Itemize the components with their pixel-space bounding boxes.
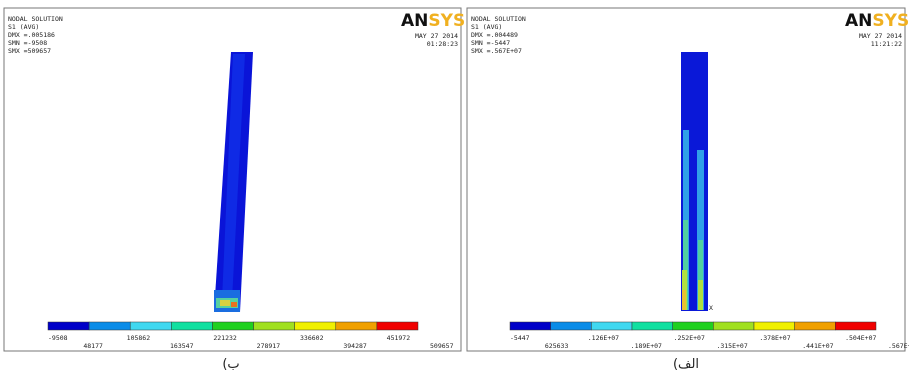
axis-marker: X xyxy=(709,304,713,312)
legend-label: 451972 xyxy=(387,334,411,342)
legend-label: 48177 xyxy=(83,342,103,350)
legend-swatch xyxy=(713,322,754,330)
header-line: SMX =509657 xyxy=(8,47,51,55)
header-line: S1 (AVG) xyxy=(471,23,502,31)
legend-swatch xyxy=(754,322,795,330)
legend-label: 336602 xyxy=(300,334,324,342)
legend-swatch xyxy=(632,322,673,330)
legend-swatch xyxy=(510,322,551,330)
date: MAY 27 2014 xyxy=(859,32,902,40)
header-line: S1 (AVG) xyxy=(8,23,39,31)
legend-label: .441E+07 xyxy=(802,342,833,350)
legend-label: .189E+07 xyxy=(631,342,662,350)
header-line: DMX =.004489 xyxy=(471,31,518,39)
figure: X ANSYSNODAL SOLUTIONS1 (AVG)DMX =.00518… xyxy=(0,0,909,376)
header-line: SMN =-5447 xyxy=(471,39,510,47)
legend-swatch xyxy=(48,322,89,330)
legend-swatch xyxy=(212,322,253,330)
legend-label: -9508 xyxy=(48,334,68,342)
legend-label: .315E+07 xyxy=(716,342,747,350)
legend-label: -5447 xyxy=(510,334,530,342)
legend-swatch xyxy=(795,322,836,330)
legend-label: 394287 xyxy=(343,342,367,350)
legend-swatch xyxy=(835,322,876,330)
legend-label: .252E+07 xyxy=(674,334,705,342)
legend-label: .126E+07 xyxy=(588,334,619,342)
legend-swatch xyxy=(336,322,377,330)
legend-swatch xyxy=(130,322,171,330)
legend-swatch xyxy=(254,322,295,330)
legend-swatch xyxy=(551,322,592,330)
date: MAY 27 2014 xyxy=(415,32,458,40)
logo: ANSYS xyxy=(845,11,909,31)
header-line: NODAL SOLUTION xyxy=(471,15,526,23)
caption: الف) xyxy=(673,357,699,372)
header-line: NODAL SOLUTION xyxy=(8,15,63,23)
legend-label: 509657 xyxy=(430,342,454,350)
legend-swatch xyxy=(591,322,632,330)
caption: ب) xyxy=(222,357,239,372)
legend-label: .378E+07 xyxy=(759,334,790,342)
legend-swatch xyxy=(377,322,418,330)
legend-swatch xyxy=(295,322,336,330)
logo: ANSYS xyxy=(401,11,465,31)
time: 01:28:23 xyxy=(427,40,458,48)
legend-label: 163547 xyxy=(170,342,194,350)
header-line: SMX =.567E+07 xyxy=(471,47,522,55)
legend-swatch xyxy=(171,322,212,330)
legend-label: .567E+07 xyxy=(888,342,909,350)
time: 11:21:22 xyxy=(871,40,902,48)
legend-swatch xyxy=(89,322,130,330)
legend-label: 105862 xyxy=(127,334,151,342)
header-line: DMX =.005186 xyxy=(8,31,55,39)
legend-label: 221232 xyxy=(213,334,237,342)
legend-label: .504E+07 xyxy=(845,334,876,342)
legend-label: 278917 xyxy=(257,342,281,350)
header-line: SMN =-9508 xyxy=(8,39,47,47)
legend-label: 625633 xyxy=(545,342,569,350)
legend-swatch xyxy=(673,322,714,330)
